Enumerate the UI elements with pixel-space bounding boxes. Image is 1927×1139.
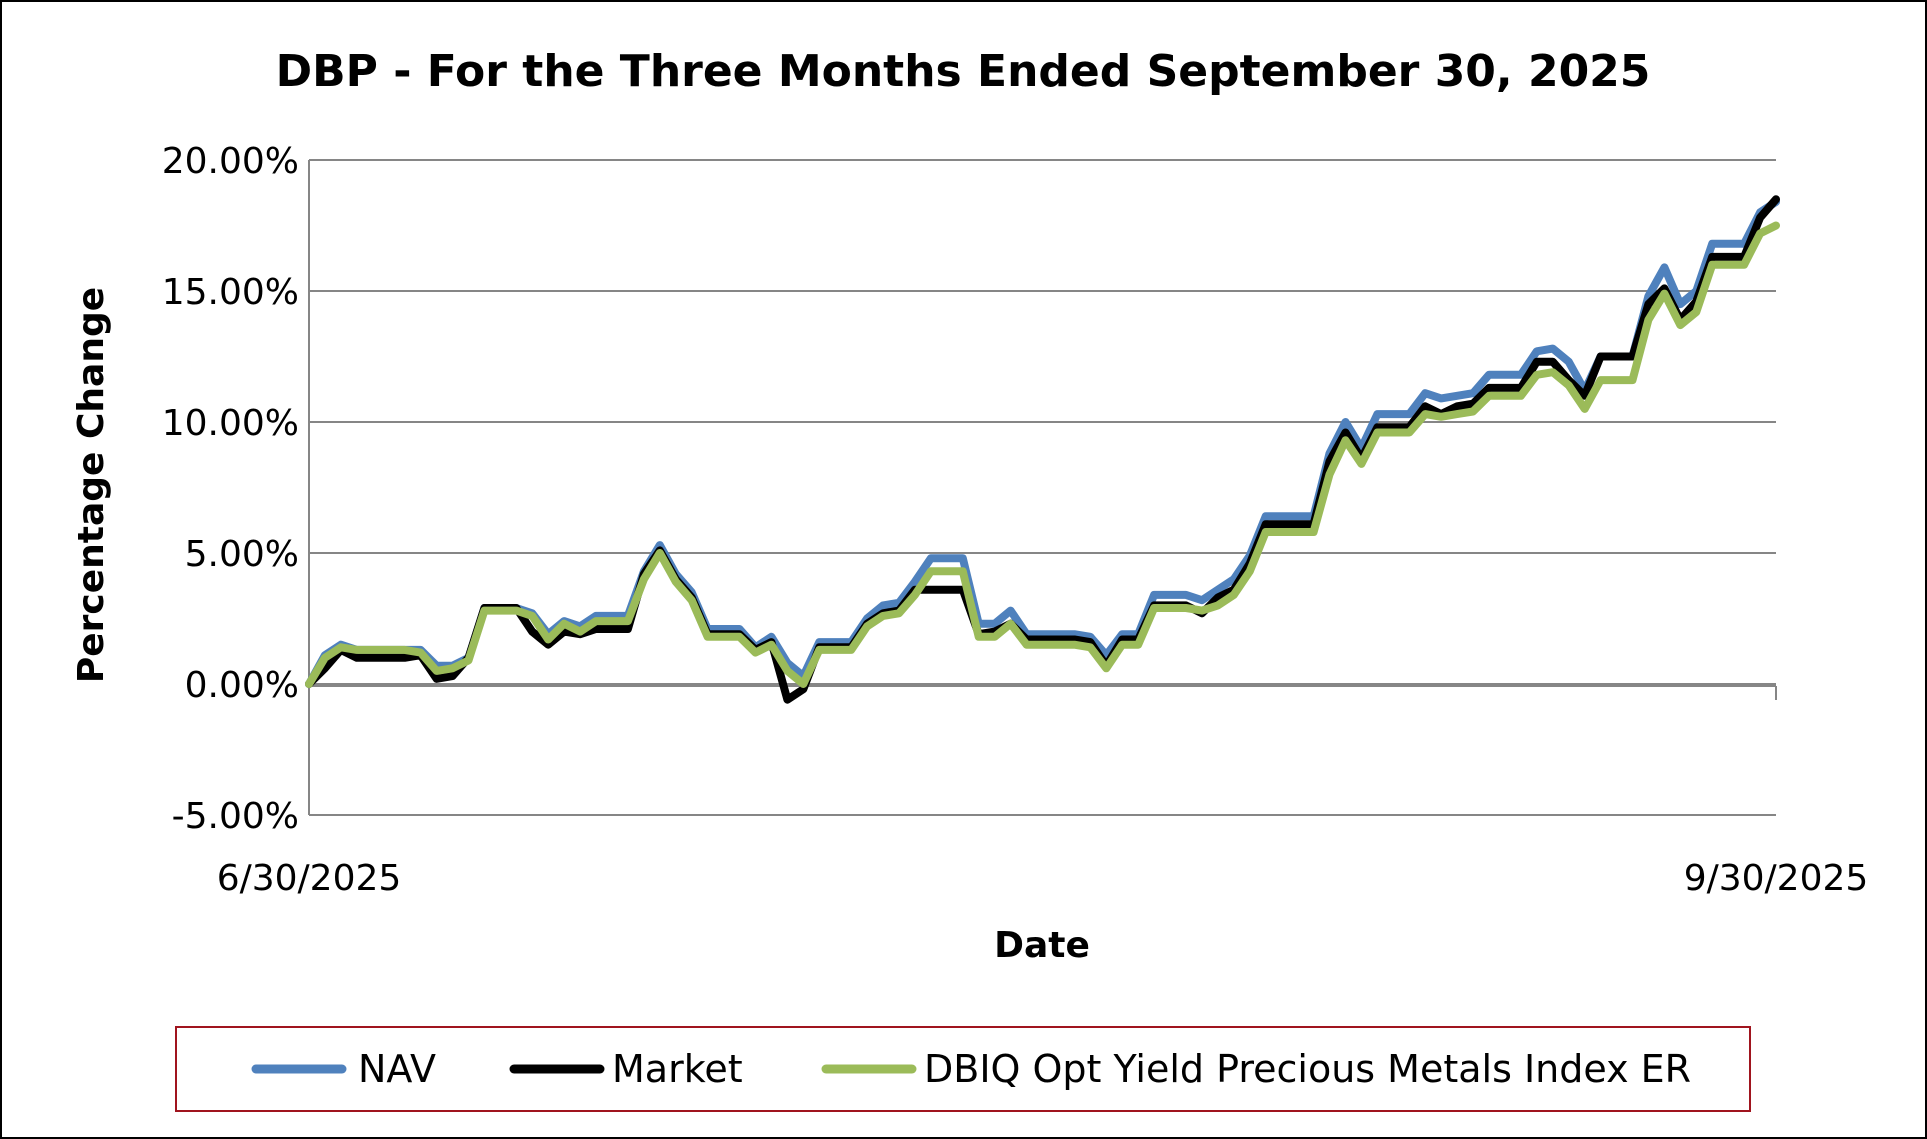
chart-title: DBP - For the Three Months Ended Septemb… bbox=[276, 46, 1651, 97]
gridlines bbox=[309, 159, 1776, 816]
y-tick-label: 0.00% bbox=[185, 665, 299, 706]
y-tick-label: 10.00% bbox=[162, 403, 299, 444]
legend-box bbox=[175, 1026, 1751, 1112]
y-tick-labels: -5.00% 0.00% 5.00% 10.00% 15.00% 20.00% bbox=[162, 141, 299, 837]
series-line-market bbox=[305, 195, 1780, 704]
legend: NAV Market DBIQ Opt Yield Precious Metals … bbox=[251, 1047, 1691, 1091]
y-tick-label: -5.00% bbox=[172, 796, 299, 837]
legend-label: Market bbox=[612, 1047, 743, 1091]
legend-label: DBIQ Opt Yield Precious Metals Index ER bbox=[924, 1047, 1691, 1091]
x-axis-title: Date bbox=[994, 925, 1090, 966]
y-tick-label: 20.00% bbox=[162, 141, 299, 182]
y-tick-label: 5.00% bbox=[185, 534, 299, 575]
y-axis-title: Percentage Change bbox=[71, 287, 112, 683]
legend-label: NAV bbox=[358, 1047, 436, 1091]
y-tick-label: 15.00% bbox=[162, 272, 299, 313]
x-tick-end: 9/30/2025 bbox=[1684, 858, 1869, 899]
x-tick-start: 6/30/2025 bbox=[217, 858, 402, 899]
series-line-dbiq-opt-yield-precious-metals-index-er bbox=[305, 221, 1780, 688]
series-lines bbox=[305, 195, 1780, 704]
